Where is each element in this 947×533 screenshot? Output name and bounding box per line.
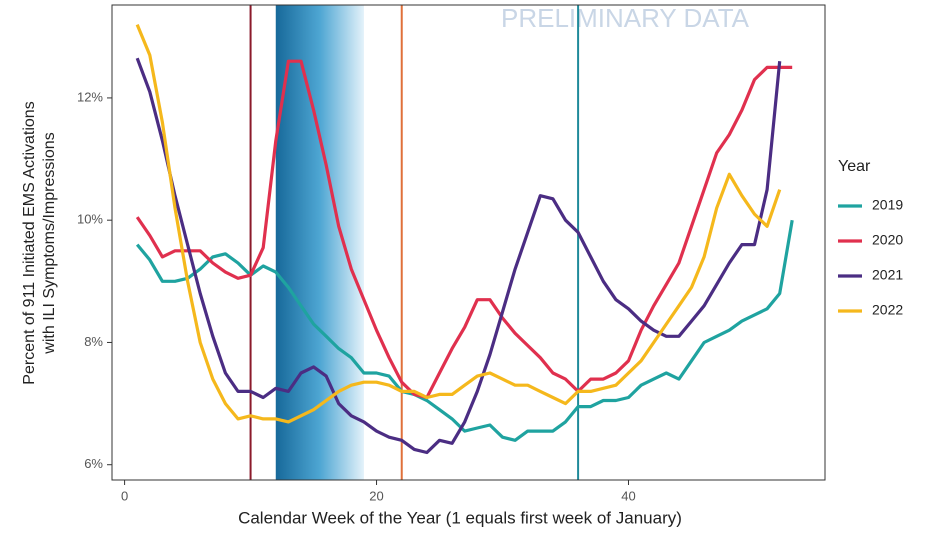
y-axis-title: with ILI Symptoms/Impressions	[41, 132, 58, 354]
y-tick-label: 12%	[77, 89, 103, 104]
watermark: PRELIMINARY DATA	[501, 3, 750, 33]
y-tick-label: 8%	[84, 334, 103, 349]
legend-label: 2019	[872, 197, 903, 213]
series-line	[135, 219, 794, 442]
shaded-band	[275, 5, 364, 480]
legend-label: 2020	[872, 232, 903, 248]
legend-label: 2022	[872, 302, 903, 318]
y-tick-label: 6%	[84, 456, 103, 471]
series-line	[135, 23, 782, 424]
series-line	[135, 59, 793, 400]
series-line	[135, 57, 782, 455]
legend-label: 2021	[872, 267, 903, 283]
x-tick-label: 0	[121, 488, 128, 503]
x-axis-title: Calendar Week of the Year (1 equals firs…	[238, 508, 682, 527]
panel-border	[111, 4, 826, 481]
y-tick-label: 10%	[77, 212, 103, 227]
y-axis-title: Percent of 911 Initiated EMS Activations	[21, 101, 38, 384]
x-tick-label: 20	[369, 488, 383, 503]
legend-title: Year	[838, 158, 871, 175]
x-tick-label: 40	[621, 488, 635, 503]
